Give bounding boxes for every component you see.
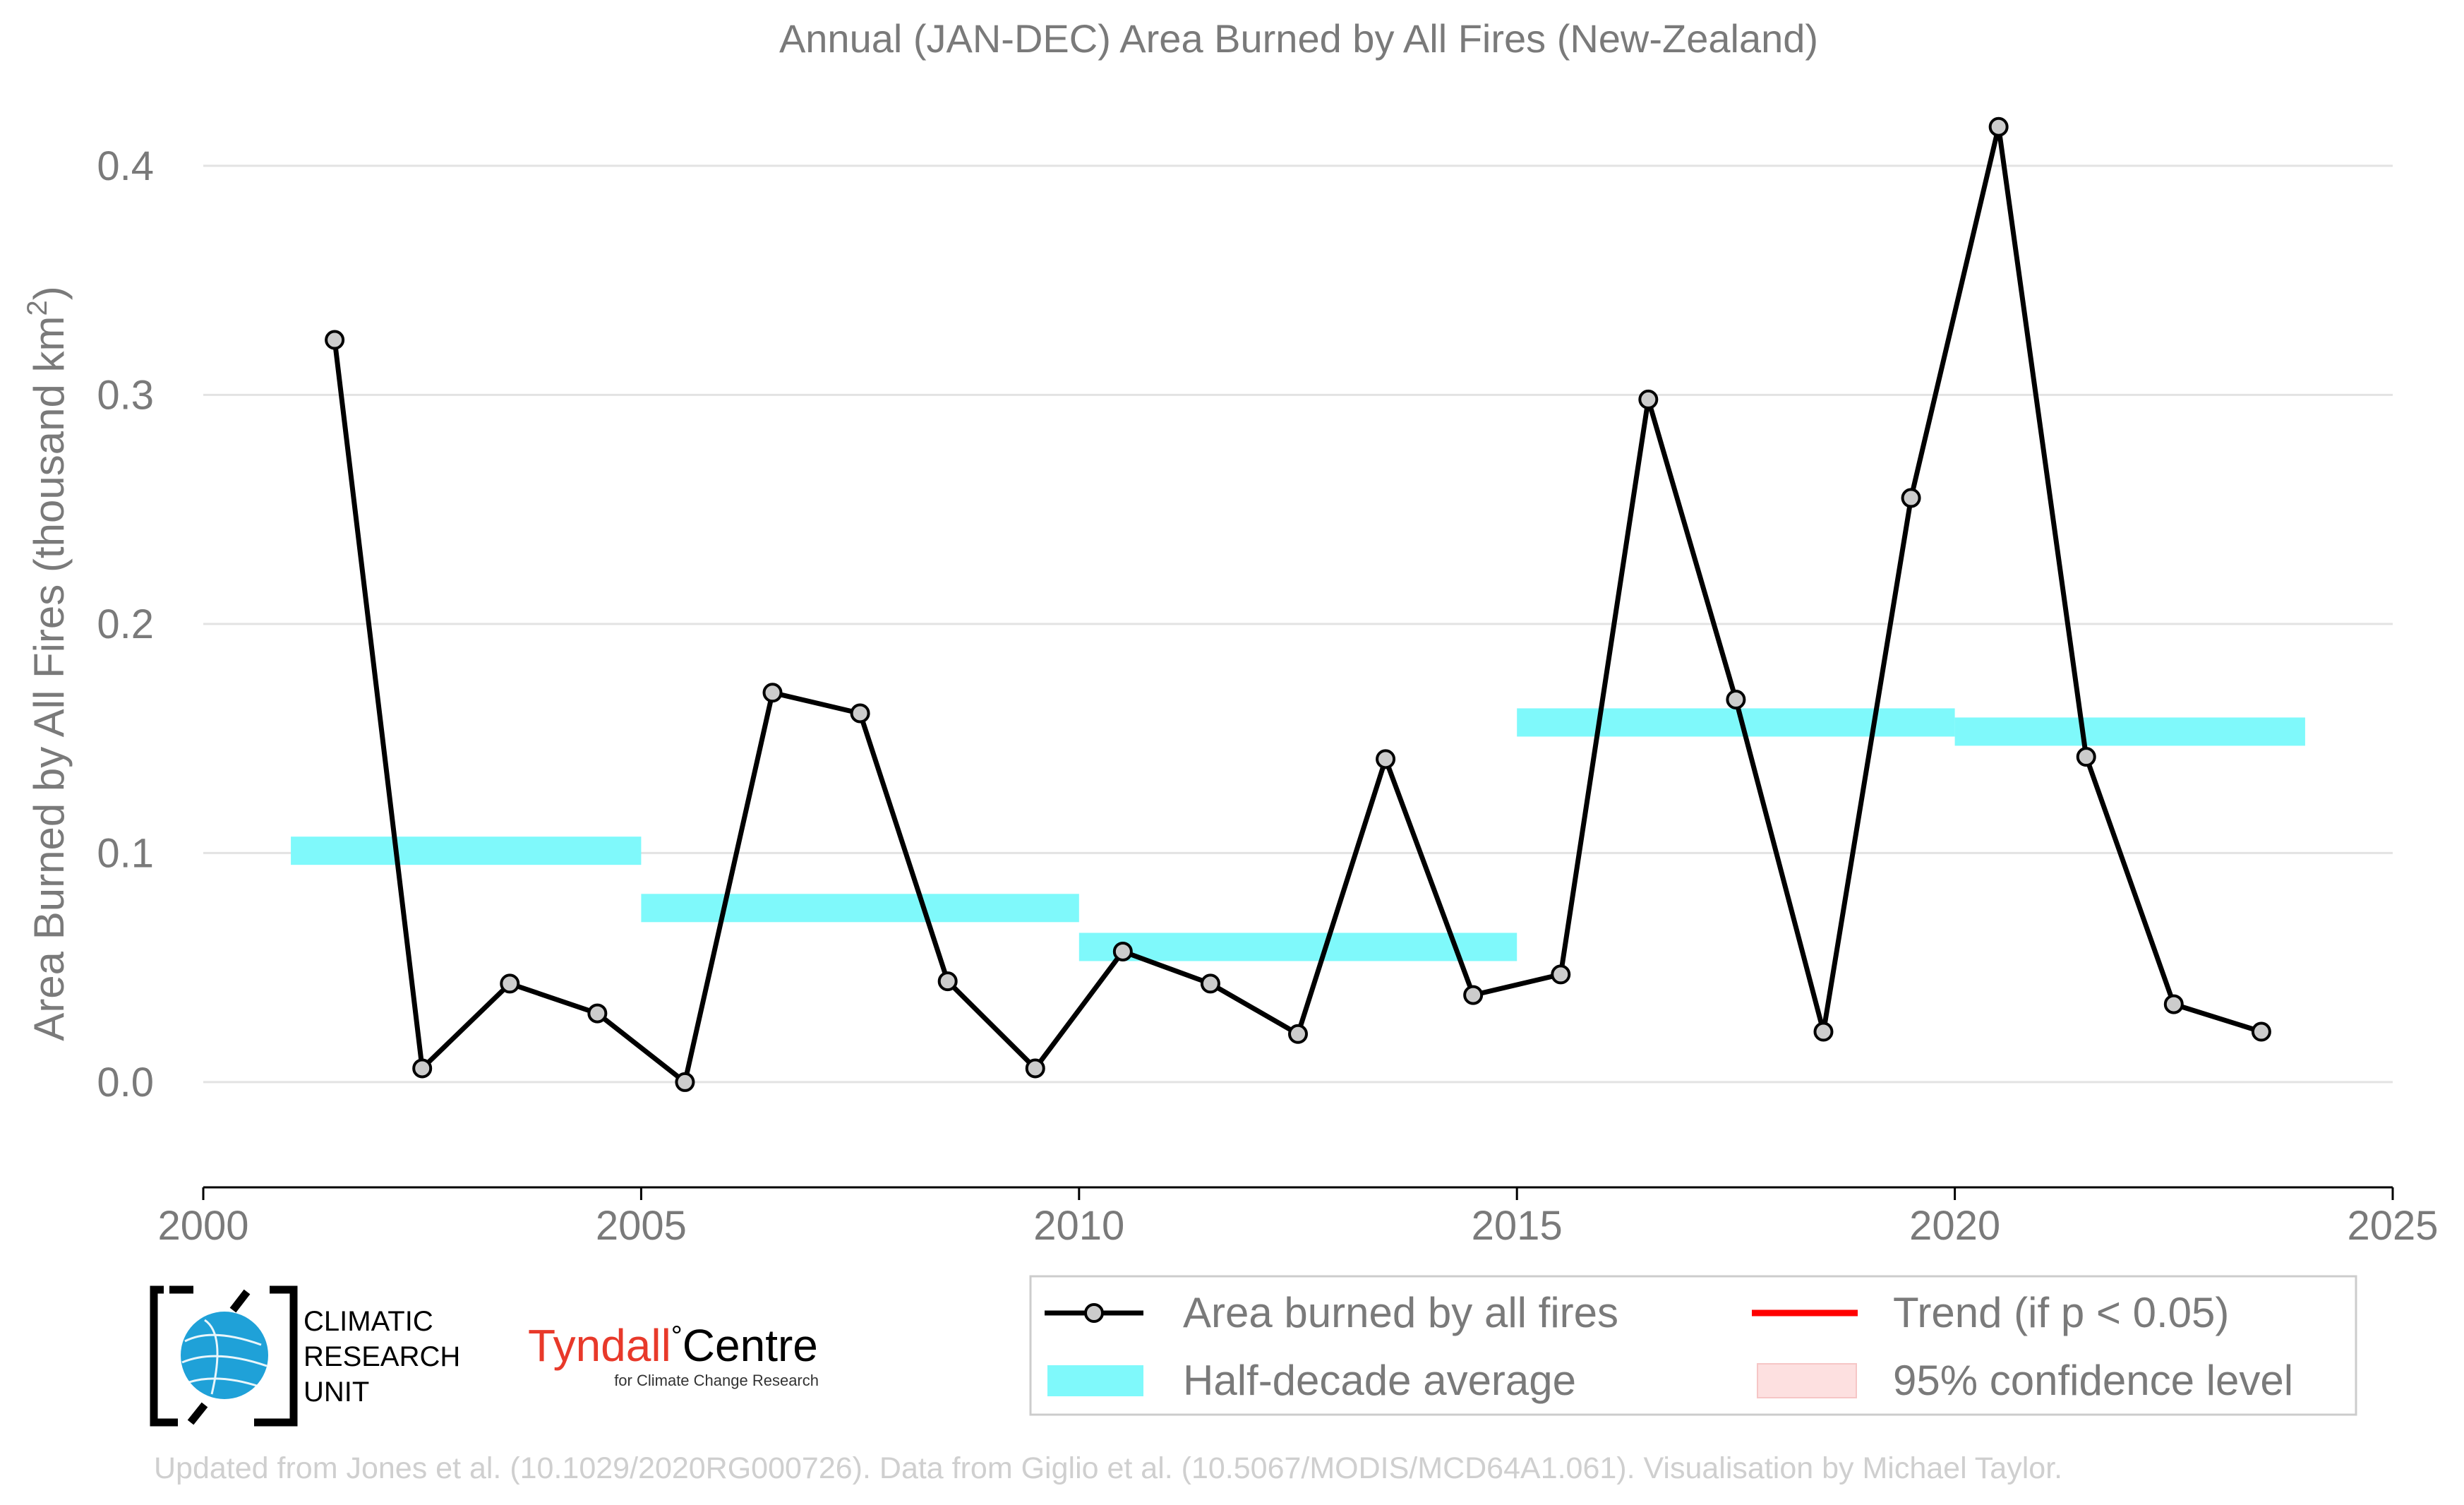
tyndall-centre: Centre: [683, 1320, 818, 1371]
legend-label-series: Area burned by all fires: [1183, 1289, 1618, 1336]
y-tick-label: 0.1: [97, 830, 154, 876]
x-tick-label: 2005: [596, 1203, 687, 1249]
y-tick-label: 0.3: [97, 372, 154, 418]
tyndall-name: Tyndall: [528, 1320, 671, 1371]
data-point: [1112, 941, 1133, 961]
x-tick-label: 2020: [1909, 1203, 2000, 1249]
chart-title: Annual (JAN-DEC) Area Burned by All Fire…: [779, 16, 1818, 61]
data-point: [2251, 1021, 2271, 1042]
y-tick-label: 0.4: [97, 143, 154, 189]
data-point: [850, 703, 870, 724]
x-tick-label: 2015: [1472, 1203, 1563, 1249]
data-point: [1463, 985, 1484, 1005]
x-axis-ticks: 2000 2005 2010 2015 2020 2025: [157, 1187, 2439, 1249]
data-point: [1901, 488, 1921, 508]
data-point: [325, 330, 345, 350]
data-point: [587, 1003, 608, 1024]
half-decade-bands: [291, 708, 2305, 961]
series-area-burned: [325, 116, 2271, 1092]
y-axis-ticks: 0.0 0.1 0.2 0.3 0.4: [97, 143, 154, 1105]
cru-logo: CLIMATIC RESEARCH UNIT: [150, 1285, 460, 1427]
cru-slash-bottom: [187, 1402, 208, 1425]
data-point: [937, 971, 958, 992]
cru-bracket-right: [254, 1285, 298, 1427]
y-tick-label: 0.2: [97, 601, 154, 647]
half-decade-band: [1078, 933, 1518, 961]
data-point: [1551, 964, 1571, 985]
globe-contours: [181, 1319, 268, 1395]
data-point: [2163, 994, 2184, 1014]
y-axis-label-main: Area Burned by All Fires (thousand km: [25, 316, 73, 1041]
cru-bracket-left: [150, 1285, 193, 1427]
half-decade-band: [1517, 708, 1955, 737]
data-point: [762, 683, 783, 703]
cru-text-1: CLIMATIC: [304, 1306, 433, 1337]
legend-label-confidence: 95% confidence level: [1893, 1357, 2293, 1404]
data-point: [2076, 747, 2096, 767]
cru-slash-top: [229, 1289, 251, 1313]
data-point: [1025, 1058, 1045, 1079]
data-point: [1200, 973, 1220, 994]
data-point: [412, 1058, 433, 1079]
y-axis-label-end: ): [25, 286, 73, 300]
tyndall-degree: °: [671, 1321, 683, 1352]
tyndall-wordmark: Tyndall°Centre: [528, 1320, 818, 1371]
y-axis-label-sup: 2: [22, 300, 53, 316]
data-point: [1288, 1024, 1308, 1044]
globe-icon: [181, 1312, 268, 1399]
credit-line: Updated from Jones et al. (10.1029/2020R…: [154, 1451, 2062, 1485]
legend-swatch-half-decade: [1047, 1365, 1143, 1396]
data-point: [675, 1072, 695, 1092]
data-point: [500, 973, 520, 994]
x-tick-label: 2025: [2347, 1203, 2438, 1249]
half-decade-band: [641, 894, 1079, 923]
data-point: [1988, 116, 2009, 137]
tyndall-logo: Tyndall°Centre for Climate Change Resear…: [528, 1320, 819, 1389]
data-point: [1813, 1021, 1834, 1042]
legend-label-trend: Trend (if p < 0.05): [1893, 1289, 2229, 1336]
half-decade-band: [291, 837, 642, 865]
x-tick-label: 2000: [157, 1203, 248, 1249]
data-point: [1376, 749, 1396, 769]
tyndall-subtitle: for Climate Change Research: [614, 1372, 819, 1389]
cru-text-3: UNIT: [304, 1377, 369, 1408]
data-point: [1726, 689, 1746, 709]
y-axis-label: Area Burned by All Fires (thousand km2): [22, 286, 73, 1041]
legend-box: [1029, 1275, 2357, 1416]
cru-text-2: RESEARCH: [304, 1341, 460, 1372]
legend: Area burned by all fires Trend (if p < 0…: [1029, 1275, 2357, 1416]
x-tick-label: 2010: [1033, 1203, 1124, 1249]
legend-swatch-confidence: [1757, 1363, 1857, 1398]
data-point: [1638, 389, 1659, 409]
legend-label-half-decade: Half-decade average: [1183, 1357, 1576, 1404]
half-decade-band: [1954, 717, 2305, 746]
legend-swatch-marker: [1084, 1303, 1104, 1323]
y-tick-label: 0.0: [97, 1060, 154, 1105]
